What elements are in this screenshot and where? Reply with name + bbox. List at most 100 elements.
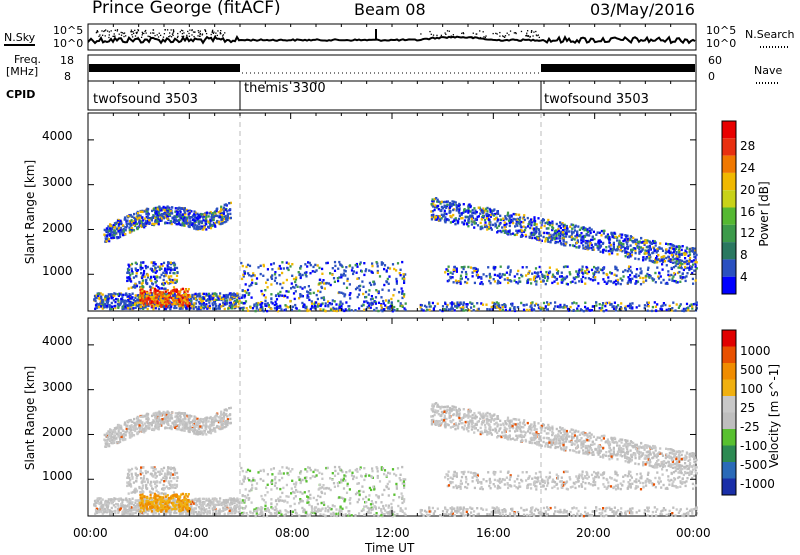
range-gate-cell [277, 293, 279, 295]
nsearch-point [171, 29, 172, 30]
range-gate-cell [156, 276, 158, 278]
nsearch-point [177, 37, 178, 38]
range-gate-cell [671, 280, 673, 282]
range-gate-cell [388, 275, 390, 277]
range-gate-cell [461, 271, 463, 273]
range-gate-cell [104, 303, 106, 305]
range-gate-cell [616, 253, 618, 255]
range-gate-cell [497, 213, 499, 215]
range-gate-cell [620, 283, 622, 285]
freq-bar [541, 64, 695, 72]
range-gate-cell [179, 219, 181, 221]
range-gate-cell [188, 225, 190, 227]
range-gate-cell [242, 265, 244, 267]
range-gate-cell [605, 236, 607, 238]
range-gate-cell [289, 300, 291, 302]
range-gate-cell [164, 268, 166, 270]
range-gate-cell [174, 269, 176, 271]
range-gate-cell [604, 281, 606, 283]
range-gate-cell [603, 268, 605, 270]
range-gate-cell [173, 286, 175, 288]
range-gate-cell [630, 244, 632, 246]
range-gate-cell [588, 234, 590, 236]
range-gate-cell [672, 275, 674, 277]
range-gate-cell [308, 285, 310, 287]
range-gate-cell [199, 220, 201, 222]
range-gate-cell [266, 310, 268, 312]
range-gate-cell [509, 273, 511, 275]
range-gate-cell [98, 306, 100, 308]
range-gate-cell [608, 253, 610, 255]
range-gate-cell [146, 273, 148, 275]
range-gate-cell [634, 275, 636, 277]
range-gate-cell [188, 213, 190, 215]
range-gate-cell [306, 310, 308, 312]
range-gate-cell [105, 295, 107, 297]
nsearch-point [485, 35, 486, 36]
range-gate-cell [97, 293, 99, 295]
range-gate-cell [185, 293, 187, 295]
range-gate-cell [309, 289, 311, 291]
range-gate-cell [429, 305, 431, 307]
range-gate-cell [448, 279, 450, 281]
range-gate-cell [489, 224, 491, 226]
range-gate-cell [569, 273, 571, 275]
range-gate-cell [175, 291, 177, 293]
range-gate-cell [145, 298, 147, 300]
range-gate-cell [663, 279, 665, 281]
range-gate-cell [220, 411, 222, 413]
range-gate-cell [518, 280, 520, 282]
range-gate-cell [565, 265, 567, 267]
range-gate-cell [362, 286, 364, 288]
range-gate-cell [136, 299, 138, 301]
range-gate-cell [573, 310, 575, 312]
range-gate-cell [267, 279, 269, 281]
range-gate-cell [560, 306, 562, 308]
nsearch-point [134, 30, 135, 31]
range-gate-cell [164, 213, 166, 215]
range-gate-cell [349, 283, 351, 285]
range-gate-cell [538, 229, 540, 231]
range-gate-cell [309, 262, 311, 264]
range-gate-cell [210, 227, 212, 229]
range-gate-cell [624, 249, 626, 251]
range-gate-cell [474, 218, 476, 220]
range-gate-cell [172, 292, 174, 294]
range-gate-cell [562, 231, 564, 233]
nsearch-point [141, 37, 142, 38]
range-gate-cell [200, 307, 202, 309]
range-gate-cell [645, 252, 647, 254]
range-gate-cell [254, 305, 256, 307]
range-gate-cell [570, 306, 572, 308]
range-gate-cell [180, 215, 182, 217]
range-gate-cell [486, 308, 488, 310]
range-gate-cell [219, 415, 221, 417]
range-gate-cell [270, 297, 272, 299]
range-gate-cell [167, 268, 169, 270]
nsearch-point [111, 30, 112, 31]
range-gate-cell [359, 263, 361, 265]
range-gate-cell [620, 302, 622, 304]
range-gate-cell [147, 297, 149, 299]
range-gate-cell [96, 297, 98, 299]
range-gate-cell [197, 217, 199, 219]
range-gate-cell [164, 298, 166, 300]
range-gate-cell [393, 309, 395, 311]
range-gate-cell [260, 306, 262, 308]
range-gate-cell [132, 307, 134, 309]
range-gate-cell [493, 267, 495, 269]
range-gate-cell [654, 240, 656, 242]
range-gate-cell [332, 267, 334, 269]
range-gate-cell [428, 301, 430, 303]
range-gate-cell [691, 266, 693, 268]
range-gate-cell [610, 280, 612, 282]
range-gate-cell [163, 279, 165, 281]
range-gate-cell [623, 275, 625, 277]
range-gate-cell [613, 308, 615, 310]
range-gate-cell [196, 226, 198, 228]
range-gate-cell [321, 297, 323, 299]
range-gate-cell [175, 299, 177, 301]
range-gate-cell [621, 236, 623, 238]
range-gate-cell [645, 279, 647, 281]
range-gate-cell [447, 273, 449, 275]
